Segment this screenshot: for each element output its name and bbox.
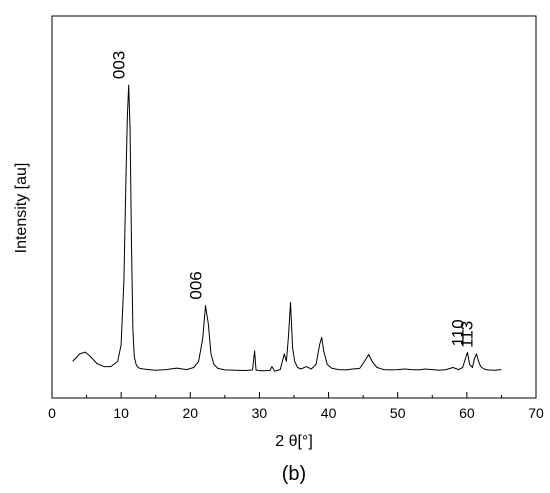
series-layer [72,84,502,372]
x-axis-label: 2 θ[°] [275,433,313,450]
x-tick-label-50: 50 [390,405,406,421]
figure-caption: (b) [282,463,306,485]
peak-label-113: 113 [458,321,477,348]
diffraction-pattern-line [72,84,502,372]
peak-label-006: 006 [187,271,206,299]
x-tick-label-40: 40 [321,405,337,421]
x-tick-label-60: 60 [459,405,475,421]
x-tick-label-20: 20 [182,405,198,421]
x-tick-label-30: 30 [252,405,268,421]
peak-label-003: 003 [110,51,129,79]
peak-label-110: 110 [449,319,468,346]
x-tick-label-70: 70 [528,405,544,421]
x-axis-ticks: 0 10 20 30 40 50 60 70 [48,392,544,421]
x-tick-label-10: 10 [113,405,129,421]
x-tick-label-0: 0 [48,405,56,421]
y-axis-label: Intensity [au] [13,163,30,254]
